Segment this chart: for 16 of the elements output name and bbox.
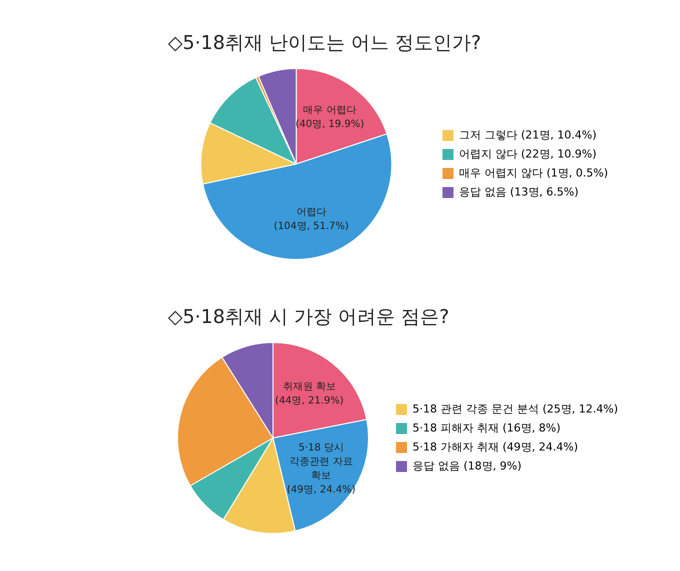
slice-label: 매우 어렵다 (303, 105, 356, 116)
legend-label: 5·18 피해자 취재 (16명, 8%) (412, 421, 561, 434)
slice-label: 취재원 확보 (282, 381, 336, 392)
chart-title: ◇5·18취재 시 가장 어려운 점은? (168, 305, 450, 330)
legend-label: 5·18 관련 각종 문건 분석 (25명, 12.4%) (412, 402, 618, 416)
slice-label: 어렵다 (296, 206, 326, 218)
legend-label: 응답 없음 (18명, 9%) (412, 459, 522, 472)
legend-label: 5·18 가해자 취재 (49명, 24.4%) (412, 440, 578, 454)
chart-title: ◇5·18취재 난이도는 어느 정도인가? (168, 31, 482, 56)
legend-label: 어렵지 않다 (22명, 10.9%) (458, 147, 597, 160)
legend-label: 그저 그렇다 (21명, 10.4%) (458, 128, 597, 142)
slice-label: 5·18 당시 각종관련 자료 확보 (290, 442, 353, 482)
data-label: (104명, 51.7%) (274, 220, 349, 232)
legend-label: 매우 어렵지 않다 (1명, 0.5%) (458, 166, 608, 180)
data-label: (44명, 21.9%) (275, 395, 344, 406)
legend-label: 응답 없음 (13명, 6.5%) (458, 185, 579, 198)
